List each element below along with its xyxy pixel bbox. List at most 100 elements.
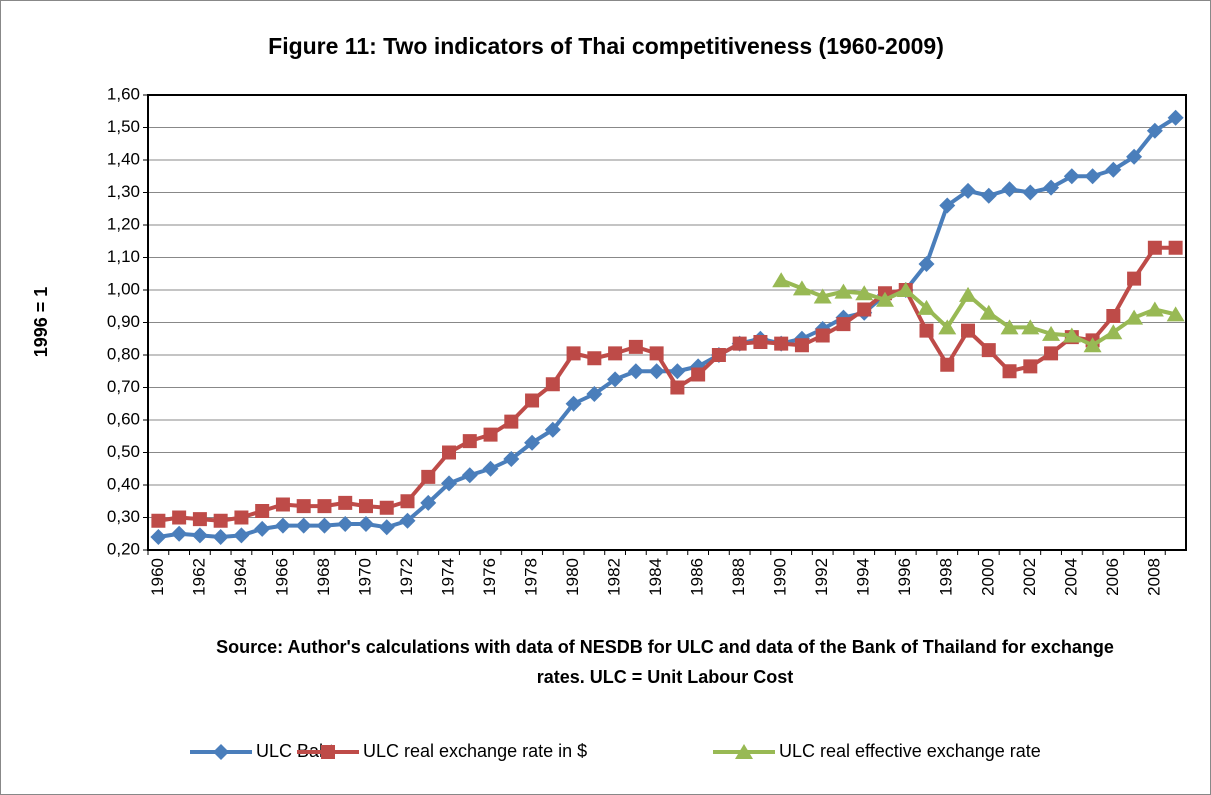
x-tick-label: 2000 bbox=[978, 558, 997, 596]
data-point bbox=[608, 346, 623, 361]
data-point bbox=[917, 299, 936, 315]
data-point bbox=[525, 393, 540, 408]
y-tick-label: 0,20 bbox=[107, 539, 140, 558]
data-point bbox=[669, 363, 686, 380]
legend-marker bbox=[321, 745, 335, 759]
y-tick-label: 1,10 bbox=[107, 247, 140, 266]
data-point bbox=[483, 427, 498, 442]
series-line bbox=[158, 245, 1176, 523]
data-point bbox=[1127, 271, 1142, 286]
data-point bbox=[1022, 184, 1039, 201]
data-point bbox=[504, 414, 519, 429]
data-point bbox=[1126, 148, 1143, 165]
x-tick-label: 1972 bbox=[397, 558, 416, 596]
data-point bbox=[379, 500, 394, 515]
data-point bbox=[1063, 168, 1080, 185]
data-point bbox=[794, 338, 809, 353]
x-tick-label: 1966 bbox=[272, 558, 291, 596]
data-point bbox=[1062, 327, 1081, 343]
data-point bbox=[1084, 168, 1101, 185]
data-point bbox=[213, 513, 228, 528]
data-point bbox=[587, 351, 602, 366]
data-point bbox=[1145, 301, 1164, 317]
data-point bbox=[691, 367, 706, 382]
data-point bbox=[919, 323, 934, 338]
data-point bbox=[857, 302, 872, 317]
x-tick-label: 1998 bbox=[937, 558, 956, 596]
data-point bbox=[566, 346, 581, 361]
data-point bbox=[1106, 309, 1121, 323]
data-point bbox=[834, 283, 853, 299]
legend-marker bbox=[213, 744, 229, 760]
y-tick-label: 0,30 bbox=[107, 507, 140, 526]
y-axis-label: 1996 = 1 bbox=[31, 287, 51, 358]
data-point bbox=[1105, 161, 1122, 178]
data-point bbox=[607, 371, 624, 388]
x-tick-label: 1960 bbox=[148, 558, 167, 596]
x-tick-label: 1978 bbox=[522, 558, 541, 596]
x-tick-label: 1988 bbox=[729, 558, 748, 596]
data-point bbox=[586, 386, 603, 402]
data-point bbox=[1125, 309, 1144, 325]
x-tick-label: 1980 bbox=[563, 558, 582, 596]
data-point bbox=[191, 527, 208, 544]
data-point bbox=[938, 319, 957, 335]
data-point bbox=[1168, 240, 1183, 255]
data-point bbox=[1083, 337, 1102, 353]
data-point bbox=[940, 357, 955, 372]
data-point bbox=[275, 497, 290, 512]
data-point bbox=[171, 525, 188, 542]
y-tick-label: 0,50 bbox=[107, 442, 140, 461]
data-point bbox=[813, 288, 832, 304]
data-point bbox=[316, 517, 333, 534]
data-point bbox=[792, 280, 811, 296]
legend-marker bbox=[735, 744, 753, 759]
legend-label: ULC real exchange rate in $ bbox=[363, 741, 587, 761]
y-tick-label: 1,60 bbox=[107, 84, 140, 103]
y-tick-label: 1,40 bbox=[107, 149, 140, 168]
data-point bbox=[959, 286, 978, 302]
data-point bbox=[753, 335, 768, 349]
data-point bbox=[337, 516, 354, 532]
data-point bbox=[545, 377, 560, 392]
source-note: Source: Author's calculations with data … bbox=[216, 637, 1114, 687]
x-tick-label: 1996 bbox=[895, 558, 914, 596]
data-point bbox=[338, 495, 353, 510]
data-point bbox=[836, 317, 851, 332]
data-point bbox=[421, 469, 436, 484]
data-point bbox=[670, 380, 685, 395]
x-tick-label: 1994 bbox=[854, 558, 873, 596]
data-point bbox=[296, 499, 311, 514]
data-point bbox=[981, 343, 996, 358]
data-point bbox=[378, 519, 395, 536]
data-point bbox=[939, 197, 956, 214]
data-point bbox=[980, 187, 997, 204]
data-point bbox=[234, 510, 249, 525]
x-tick-label: 1992 bbox=[812, 558, 831, 596]
data-point bbox=[896, 282, 915, 297]
y-tick-label: 0,70 bbox=[107, 377, 140, 396]
data-point bbox=[358, 499, 373, 514]
data-point bbox=[151, 513, 166, 528]
data-point bbox=[1166, 306, 1185, 322]
data-point bbox=[1167, 109, 1184, 126]
data-point bbox=[255, 504, 270, 518]
data-point bbox=[875, 291, 894, 307]
data-point bbox=[961, 323, 976, 338]
x-tick-label: 1974 bbox=[439, 558, 458, 596]
y-tick-label: 0,90 bbox=[107, 312, 140, 331]
data-point bbox=[855, 285, 874, 301]
x-tick-label: 2002 bbox=[1020, 558, 1039, 596]
data-point bbox=[461, 467, 478, 484]
x-tick-label: 1984 bbox=[646, 558, 665, 596]
data-point bbox=[295, 517, 312, 534]
data-point bbox=[420, 494, 437, 511]
x-tick-label: 2006 bbox=[1103, 558, 1122, 596]
x-tick-label: 2008 bbox=[1144, 558, 1163, 596]
data-point bbox=[979, 304, 998, 320]
x-tick-label: 1990 bbox=[771, 558, 790, 596]
data-point bbox=[442, 445, 457, 460]
data-point bbox=[524, 434, 541, 451]
